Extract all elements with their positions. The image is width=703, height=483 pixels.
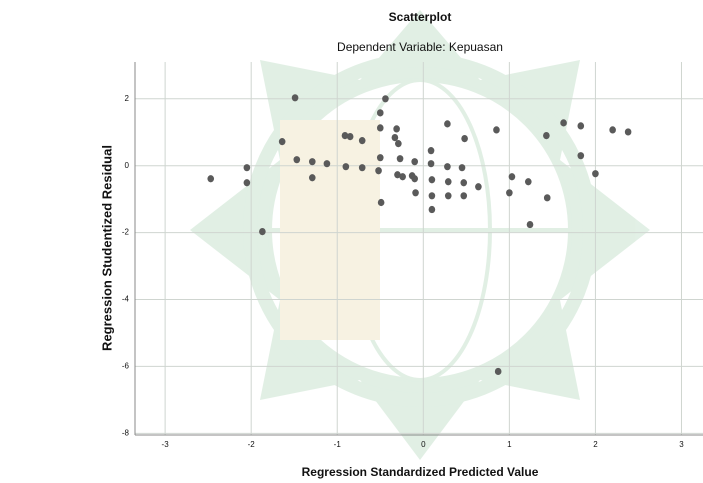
- y-tick-label: -4: [122, 295, 130, 304]
- x-axis-label: Regression Standardized Predicted Value: [302, 465, 539, 479]
- point: [378, 199, 385, 206]
- y-tick-label: 2: [125, 94, 130, 103]
- point: [347, 133, 354, 140]
- point: [309, 174, 316, 181]
- point: [293, 156, 300, 163]
- point: [444, 120, 451, 127]
- x-tick-label: -3: [162, 440, 170, 449]
- point: [343, 163, 350, 170]
- point: [411, 175, 418, 182]
- x-tick-label: 2: [593, 440, 598, 449]
- point: [428, 160, 435, 167]
- point: [279, 138, 286, 145]
- point: [292, 94, 299, 101]
- y-tick-label: -2: [122, 228, 130, 237]
- point: [560, 119, 567, 126]
- point: [309, 158, 316, 165]
- y-tick-label: -8: [122, 428, 130, 437]
- x-tick-label: 1: [507, 440, 512, 449]
- point: [445, 178, 452, 185]
- point: [460, 192, 467, 199]
- point: [625, 128, 632, 135]
- point: [495, 368, 502, 375]
- point: [527, 221, 534, 228]
- point: [577, 122, 584, 129]
- point: [412, 189, 419, 196]
- point: [459, 164, 466, 171]
- point: [429, 206, 436, 213]
- point: [460, 179, 467, 186]
- point: [377, 154, 384, 161]
- point: [493, 126, 500, 133]
- point: [393, 125, 400, 132]
- point: [506, 189, 513, 196]
- point: [429, 176, 436, 183]
- point: [244, 164, 251, 171]
- x-tick-label: -1: [334, 440, 342, 449]
- watermark: [190, 10, 650, 460]
- point: [395, 140, 402, 147]
- point: [592, 170, 599, 177]
- x-tick-label: 3: [679, 440, 684, 449]
- point: [509, 173, 516, 180]
- chart: Scatterplot Dependent Variable: Kepuasan…: [0, 0, 703, 483]
- point: [377, 124, 384, 131]
- point: [609, 126, 616, 133]
- point: [543, 132, 550, 139]
- point: [397, 155, 404, 162]
- chart-title: Scatterplot: [389, 10, 452, 24]
- x-tick-label: 0: [421, 440, 426, 449]
- point: [475, 183, 482, 190]
- point: [445, 192, 452, 199]
- point: [244, 179, 251, 186]
- point: [429, 192, 436, 199]
- point: [207, 175, 214, 182]
- point: [324, 160, 331, 167]
- point: [444, 163, 451, 170]
- point: [525, 178, 532, 185]
- chart-subtitle: Dependent Variable: Kepuasan: [337, 40, 503, 54]
- point: [375, 167, 382, 174]
- point: [428, 147, 435, 154]
- point: [411, 158, 418, 165]
- point: [377, 109, 384, 116]
- x-tick-label: -2: [248, 440, 256, 449]
- point: [399, 173, 406, 180]
- y-tick-label: -6: [122, 362, 130, 371]
- point: [259, 228, 266, 235]
- point: [392, 134, 399, 141]
- point: [461, 135, 468, 142]
- point: [359, 164, 366, 171]
- point: [577, 152, 584, 159]
- point: [382, 95, 389, 102]
- point: [544, 194, 551, 201]
- y-axis-label: Regression Studentized Residual: [99, 145, 114, 351]
- point: [359, 137, 366, 144]
- y-tick-label: 0: [125, 161, 130, 170]
